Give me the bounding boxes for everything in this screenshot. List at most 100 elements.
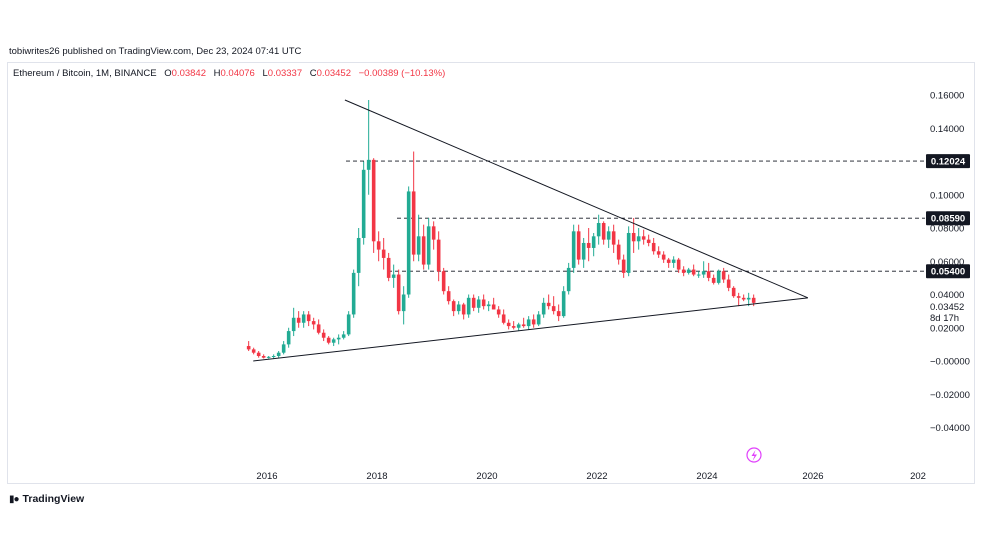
candle-body <box>341 334 346 338</box>
candle-body <box>416 236 421 255</box>
legend-close-label: C <box>309 68 317 79</box>
candle-body <box>526 319 531 327</box>
lightning-icon[interactable] <box>746 447 762 463</box>
candle-body <box>746 297 751 300</box>
candle-body <box>396 274 401 312</box>
candle-body <box>346 314 351 335</box>
legend-close-value: 0.03452 <box>316 68 351 79</box>
candle-body <box>741 297 746 300</box>
candle-body <box>476 299 481 308</box>
candle-body <box>631 232 636 242</box>
legend-high-value: 0.04076 <box>220 68 255 79</box>
candle-body <box>566 267 571 292</box>
x-tick-label: 2020 <box>476 471 497 482</box>
trendline-lower[interactable] <box>253 297 808 362</box>
tradingview-logo-icon: ▮● <box>9 493 20 505</box>
candle-body <box>671 259 676 263</box>
candle-body <box>611 231 616 245</box>
legend-open-value: 0.03842 <box>171 68 206 79</box>
candle-body <box>311 321 316 325</box>
candle-body <box>691 269 696 275</box>
candle-body <box>486 304 491 307</box>
candle-body <box>266 356 271 358</box>
candle-body <box>601 223 606 240</box>
candle-body <box>326 337 331 343</box>
candle-body <box>306 314 311 322</box>
candle-body <box>591 236 596 248</box>
legend-low-label: L <box>262 68 268 79</box>
y-tick-label: −0.00000 <box>930 357 970 368</box>
candle-body <box>551 306 556 312</box>
chart-legend: Ethereum / Bitcoin, 1M, BINANCE O0.03842… <box>13 68 445 79</box>
current-price-label: 0.03452 <box>930 302 964 313</box>
candle-body <box>681 269 686 273</box>
candle-body <box>641 236 646 240</box>
candle-body <box>401 294 406 312</box>
candle-body <box>581 242 586 260</box>
candle-body <box>636 236 641 242</box>
candle-body <box>261 356 266 358</box>
candle-body <box>521 324 526 327</box>
candle-body <box>731 287 736 297</box>
price-label-box <box>926 154 970 169</box>
candle-body <box>506 322 511 327</box>
trendline-upper[interactable] <box>344 99 809 299</box>
candle-body <box>661 254 666 260</box>
candle-body <box>251 349 256 353</box>
candle-body <box>451 301 456 312</box>
y-tick-label: 0.02000 <box>930 323 964 334</box>
x-tick-label: 2016 <box>256 471 277 482</box>
candle-body <box>556 311 561 317</box>
candle-body <box>256 352 261 357</box>
candle-body <box>501 314 506 323</box>
price-label-box <box>926 264 970 279</box>
candle-body <box>456 304 461 312</box>
candle-body <box>331 339 336 343</box>
candle-body <box>376 241 381 250</box>
candle-body <box>466 297 471 315</box>
candle-body <box>656 251 661 255</box>
candle-body <box>291 317 296 332</box>
candle-body <box>666 259 671 263</box>
x-tick-label: 2022 <box>586 471 607 482</box>
candle-body <box>606 231 611 240</box>
candle-body <box>336 337 341 340</box>
candle-body <box>546 302 551 307</box>
candle-body <box>646 239 651 243</box>
candle-body <box>676 259 681 270</box>
candle-body <box>726 279 731 288</box>
x-tick-label: 2024 <box>696 471 717 482</box>
candle-body <box>626 232 631 273</box>
candle-body <box>496 309 501 315</box>
candle-body <box>561 291 566 317</box>
candle-body <box>441 271 446 292</box>
candle-body <box>271 356 276 358</box>
candle-body <box>386 257 391 278</box>
candle-body <box>446 291 451 302</box>
candle-body <box>481 299 486 307</box>
x-tick-label: 202 <box>910 471 926 482</box>
candle-body <box>706 271 711 278</box>
candle-body <box>246 346 251 350</box>
y-tick-label: −0.04000 <box>930 423 970 434</box>
candle-body <box>286 331 291 345</box>
candle-body <box>461 304 466 315</box>
candle-body <box>411 191 416 255</box>
y-tick-label: 0.10000 <box>930 190 964 201</box>
candle-body <box>321 332 326 338</box>
candle-body <box>621 259 626 273</box>
price-label: 0.08590 <box>931 214 965 225</box>
candle-body <box>356 237 361 273</box>
y-tick-label: 0.14000 <box>930 124 964 135</box>
legend-change: −0.00389 (−10.13%) <box>358 68 446 79</box>
candle-body <box>471 297 476 308</box>
candle-body <box>651 242 656 252</box>
tradingview-brand[interactable]: ▮● TradingView <box>9 493 84 505</box>
candle-body <box>296 317 301 323</box>
legend-low-value: 0.03337 <box>267 68 303 79</box>
candle-body <box>701 271 706 275</box>
bar-countdown: 8d 17h <box>930 313 959 324</box>
candle-body <box>616 244 621 260</box>
legend-high-label: H <box>213 68 221 79</box>
